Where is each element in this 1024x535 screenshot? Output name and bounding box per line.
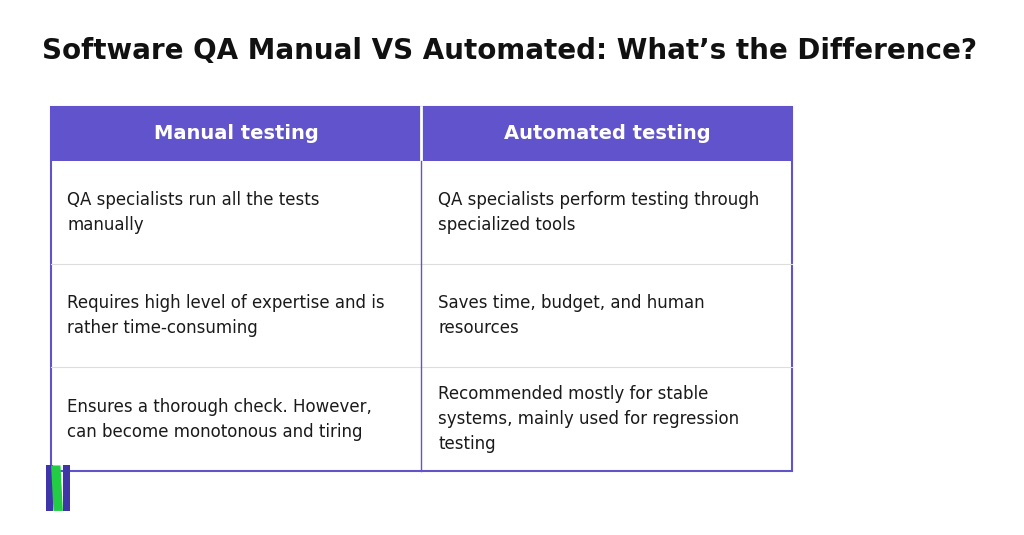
Polygon shape [51,465,62,511]
Point [416,104,428,110]
Point [416,157,428,164]
Point [416,157,428,164]
Text: QA specialists perform testing through
specialized tools: QA specialists perform testing through s… [438,190,760,234]
FancyBboxPatch shape [46,465,53,511]
Text: Manual testing: Manual testing [154,124,318,143]
Text: Saves time, budget, and human
resources: Saves time, budget, and human resources [438,294,705,337]
FancyBboxPatch shape [62,465,70,511]
Text: Recommended mostly for stable
systems, mainly used for regression
testing: Recommended mostly for stable systems, m… [438,385,739,453]
Text: QA specialists run all the tests
manually: QA specialists run all the tests manuall… [68,190,319,234]
Text: Requires high level of expertise and is
rather time-consuming: Requires high level of expertise and is … [68,294,385,337]
FancyBboxPatch shape [50,107,422,160]
Text: Software QA Manual VS Automated: What’s the Difference?: Software QA Manual VS Automated: What’s … [42,37,977,65]
FancyBboxPatch shape [422,107,793,160]
Text: Ensures a thorough check. However,
can become monotonous and tiring: Ensures a thorough check. However, can b… [68,398,373,441]
Text: Automated testing: Automated testing [504,124,711,143]
Point [416,468,428,474]
